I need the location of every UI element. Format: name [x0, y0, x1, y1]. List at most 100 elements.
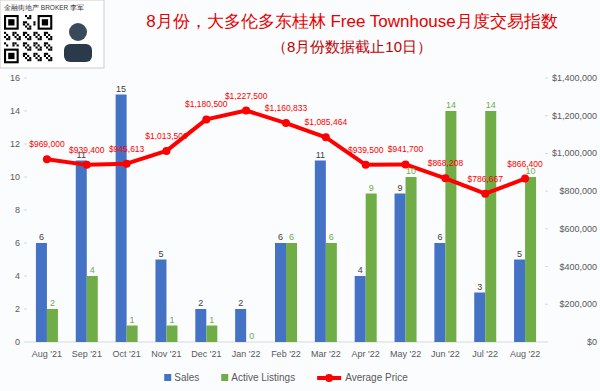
title: 8月份，大多伦多东桂林 Free Townhouse月度交易指数	[146, 12, 558, 31]
data-label: $786,667	[468, 174, 504, 184]
y2-tick	[545, 191, 548, 192]
badge-box	[0, 0, 104, 68]
bar	[87, 276, 98, 342]
bar	[235, 309, 246, 342]
bar	[36, 243, 47, 342]
qr-cell	[48, 55, 50, 57]
qr-cell	[17, 34, 19, 36]
y2-tick	[545, 115, 548, 116]
legend-swatch	[164, 374, 171, 381]
x-tick-label: Jul '22	[472, 349, 498, 359]
qr-cell	[25, 53, 27, 55]
qr-cell	[12, 44, 14, 46]
qr-cell	[23, 32, 25, 34]
subtitle: （8月份数据截止10日）	[272, 38, 432, 55]
background	[0, 0, 600, 391]
qr-cell	[25, 36, 27, 38]
y-tick-label: 14	[10, 106, 20, 116]
bar	[246, 342, 257, 343]
qr-cell	[27, 17, 29, 19]
qr-cell	[12, 34, 14, 36]
qr-cell	[29, 15, 31, 17]
x-tick-label: Jun '22	[431, 349, 460, 359]
qr-cell	[50, 59, 52, 61]
qr-cell	[48, 59, 50, 61]
marker	[123, 160, 131, 168]
qr-cell	[25, 15, 27, 17]
y-tick	[24, 78, 27, 79]
x-tick-label: Aug '21	[32, 349, 62, 359]
x-tick-label: Nov '21	[151, 349, 181, 359]
qr-cell	[48, 38, 50, 40]
qr-cell	[46, 42, 48, 44]
qr-cell	[36, 53, 38, 55]
legend-item: Sales	[164, 372, 199, 383]
data-label: $1,227,500	[225, 91, 268, 101]
qr-cell	[29, 49, 31, 51]
bar	[127, 326, 138, 343]
qr-cell	[6, 38, 8, 40]
qr-cell	[25, 32, 27, 34]
qr-cell	[46, 32, 48, 34]
agent-badge: 金融街地产 BROKER 李军	[0, 0, 104, 68]
qr-cell	[50, 38, 52, 40]
qr-cell	[38, 59, 40, 61]
qr-code	[4, 15, 52, 63]
qr-cell	[17, 44, 19, 46]
legend-marker	[325, 374, 333, 382]
data-label: 9	[369, 183, 374, 193]
qr-cell	[46, 53, 48, 55]
qr-cell	[50, 57, 52, 59]
qr-cell	[25, 47, 27, 49]
bar	[195, 309, 206, 342]
qr-cell	[19, 36, 21, 38]
bar	[47, 309, 58, 342]
data-label: 0	[249, 331, 254, 341]
qr-cell	[27, 49, 29, 51]
bar	[116, 95, 127, 343]
y2-tick	[545, 228, 548, 229]
qr-cell	[33, 32, 35, 34]
data-label: 5	[517, 249, 522, 259]
qr-cell	[40, 59, 42, 61]
marker	[441, 174, 449, 182]
bar	[525, 177, 536, 342]
qr-cell	[33, 21, 35, 23]
qr-cell	[33, 55, 35, 57]
qr-cell	[38, 49, 40, 51]
qr-finder	[4, 49, 19, 64]
qr-cell	[27, 55, 29, 57]
qr-finder	[6, 17, 17, 28]
y2-tick	[545, 304, 548, 305]
marker	[202, 115, 210, 123]
data-label: 2	[50, 298, 55, 308]
data-label: $969,000	[29, 139, 65, 149]
data-label: 10	[406, 166, 416, 176]
qr-cell	[12, 32, 14, 34]
qr-cell	[29, 57, 31, 59]
qr-cell	[23, 44, 25, 46]
qr-finder	[8, 53, 14, 59]
data-label: 11	[316, 150, 325, 160]
y2-tick-label: $600,000	[559, 224, 597, 234]
data-label: $939,500	[348, 145, 384, 155]
data-label: 14	[486, 100, 496, 110]
qr-cell	[15, 32, 17, 34]
chart: 8月份，大多伦多东桂林 Free Townhouse月度交易指数 （8月份数据截止…	[0, 0, 600, 391]
y-tick	[24, 210, 27, 211]
bar	[315, 161, 326, 343]
qr-finder	[40, 17, 51, 28]
qr-cell	[29, 17, 31, 19]
y-tick-label: 6	[15, 238, 20, 248]
qr-cell	[6, 34, 8, 36]
marker	[83, 161, 91, 169]
qr-cell	[36, 36, 38, 38]
data-label: 3	[477, 282, 482, 292]
qr-cell	[29, 28, 31, 30]
x-tick-label: Feb '22	[271, 349, 301, 359]
bar	[366, 194, 377, 343]
y-tick	[24, 111, 27, 112]
qr-cell	[44, 53, 46, 55]
y2-tick-label: $400,000	[559, 262, 597, 272]
x-tick-label: Apr '22	[352, 349, 380, 359]
